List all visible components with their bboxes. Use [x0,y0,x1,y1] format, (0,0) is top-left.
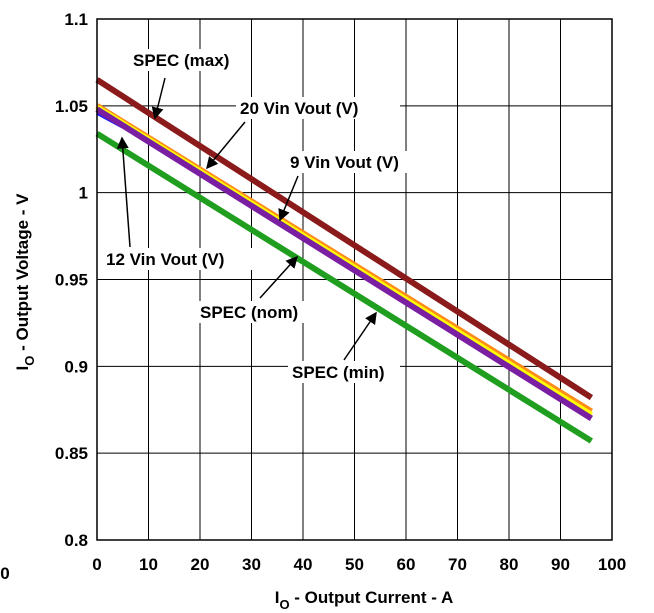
series-line-spec-min [95,131,593,444]
annotation-label-spec-max: SPEC (max) [133,51,229,70]
x-tick-label: 30 [242,555,261,574]
x-tick-label: 60 [397,555,416,574]
x-tick-label: 90 [551,555,570,574]
annotation-label-spec-nom: SPEC (nom) [200,303,298,322]
annotation-arrow [151,77,166,120]
annotation-label-20-vin-vout-v: 20 Vin Vout (V) [240,99,358,118]
annotation-label-spec-min: SPEC (min) [292,363,385,382]
annotation-bg [102,248,266,270]
annotation-label-9-vin-vout-v: 9 Vin Vout (V) [290,153,399,172]
series-layer [95,77,594,444]
annotation-arrow [116,136,131,248]
stray-label: 0 [0,564,9,583]
annotation-bg [288,361,400,383]
x-tick-label: 0 [92,555,101,574]
y-axis-title: IO - Output Voltage - V [13,193,37,371]
series-line-spec-max [95,77,594,401]
y-tick-label: 1 [79,184,88,203]
x-tick-label: 70 [448,555,467,574]
x-tick-label: 20 [191,555,210,574]
series-line-spec-nom [95,106,593,421]
annotation-bg [129,49,241,71]
y-tick-label: 0.95 [55,271,88,290]
annotations: SPEC (max) 20 Vin Vout (V) 9 Vin Vout (V) 1… [102,49,440,383]
annotation-arrow [278,175,299,222]
x-tick-label: 40 [294,555,313,574]
annotation-label-12-vin-vout-v: 12 Vin Vout (V) [106,250,224,269]
annotation-bg [286,151,440,173]
annotation-bg [196,301,308,323]
y-tick-label: 1.1 [64,10,88,29]
annotation-arrow [206,121,246,170]
y-axis-title-rest: - Output Voltage - V [13,193,32,356]
x-axis-title: IO - Output Current - A [275,588,454,612]
x-axis-title-rest: - Output Current - A [290,588,454,607]
ticks: 0 10 20 30 40 50 60 70 80 90 100 0.8 0.85 0.9 0.95 1 1.0… [55,10,626,574]
plot-frame [96,18,613,541]
y-tick-label: 0.9 [64,357,88,376]
y-tick-label: 0.85 [55,444,88,463]
x-tick-label: 80 [500,555,519,574]
x-axis-title-sub: O [279,597,289,612]
y-axis-title-main: I [13,366,32,371]
annotation-arrow [259,255,299,299]
x-tick-label: 10 [139,555,158,574]
x-axis-title-main: I [275,588,280,607]
y-axis-title-sub: O [22,356,37,366]
annotation-arrow [343,311,377,361]
y-tick-label: 1.05 [55,97,88,116]
y-tick-label: 0.8 [64,531,88,550]
x-tick-label: 50 [345,555,364,574]
annotation-bg [236,97,400,119]
x-tick-label: 100 [598,555,626,574]
